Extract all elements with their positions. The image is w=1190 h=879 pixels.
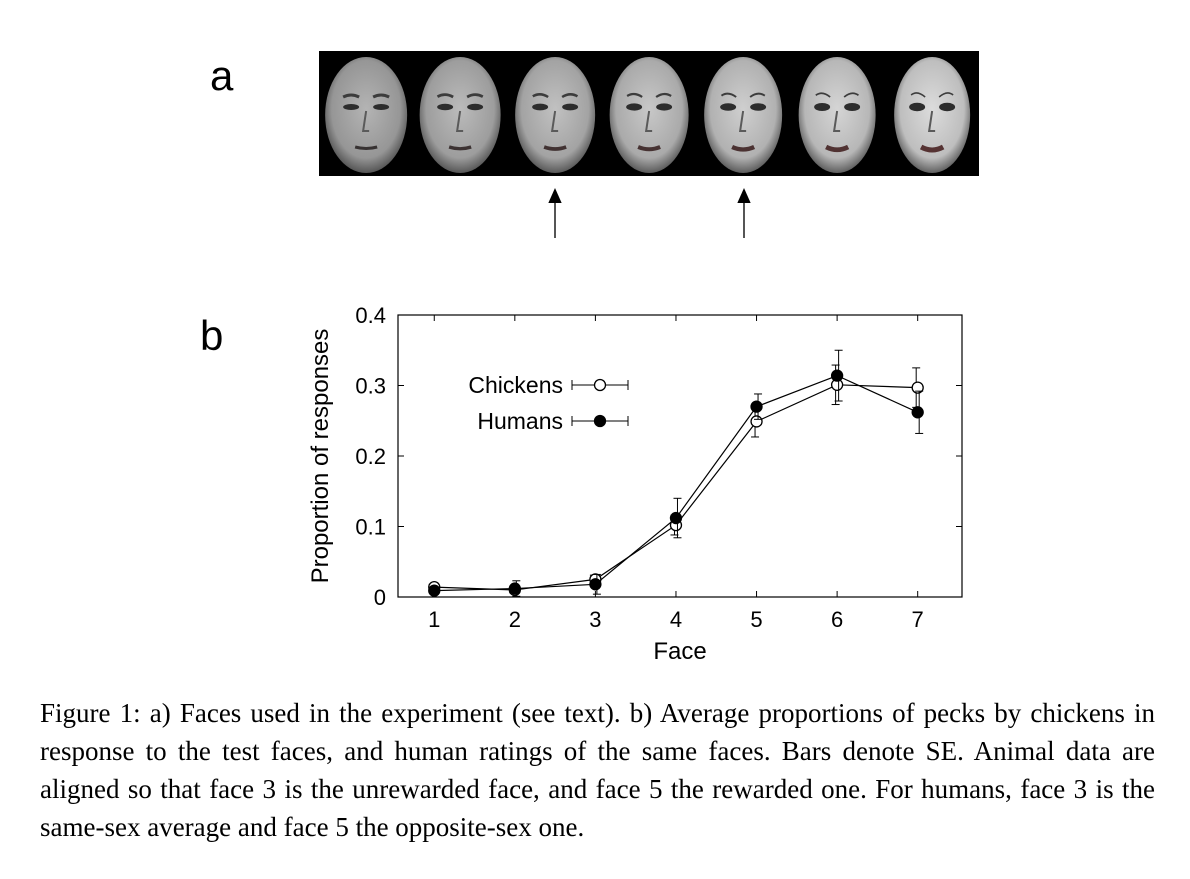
face-image-7 [885,51,979,176]
x-tick-label: 7 [912,607,924,632]
plot-frame [397,314,963,598]
x-tick-label: 5 [750,607,762,632]
data-point-chickens [750,415,763,428]
legend-label-humans: Humans [477,408,563,434]
data-point-humans [830,369,844,382]
data-point-humans [911,406,924,419]
y-tick-label: 0.2 [355,444,386,469]
y-tick-label: 0 [374,585,386,610]
face-image-3 [508,51,602,176]
face-image-1 [319,51,413,176]
x-tick-label: 4 [670,607,682,632]
data-point-chickens [911,381,924,394]
data-point-humans [750,400,763,413]
data-point-humans [508,582,521,595]
data-point-humans [428,584,441,597]
x-tick-label: 6 [831,607,843,632]
y-axis-label: Proportion of responses [307,329,334,584]
x-tick-label: 3 [589,607,601,632]
figure-caption: Figure 1: a) Faces used in the experimen… [40,698,1155,842]
data-point-humans [669,511,683,525]
legend-marker-humans [593,414,607,428]
legend-marker-chickens [593,378,607,392]
face-image-4 [602,51,696,176]
arrow-face-5-icon [737,188,751,238]
response-proportion-chart: 1 2 3 4 5 6 7 0 0.1 0.2 0.3 0.4 Face Proportion of re… [307,303,963,665]
data-point-humans [589,578,602,591]
y-tick-label: 0.3 [355,374,386,399]
face-image-6 [790,51,884,176]
face-image-5 [696,51,790,176]
x-tick-label: 2 [509,607,521,632]
y-tick-label: 0.4 [355,303,386,328]
x-tick-label: 1 [428,607,440,632]
face-image-2 [413,51,507,176]
legend-label-chickens: Chickens [468,372,563,398]
panel-label-b: b [200,312,224,359]
face-strip [319,51,979,176]
panel-label-a: a [210,52,234,99]
arrow-face-3-icon [548,188,562,238]
x-axis-label: Face [653,638,706,665]
y-tick-label: 0.1 [355,515,386,540]
